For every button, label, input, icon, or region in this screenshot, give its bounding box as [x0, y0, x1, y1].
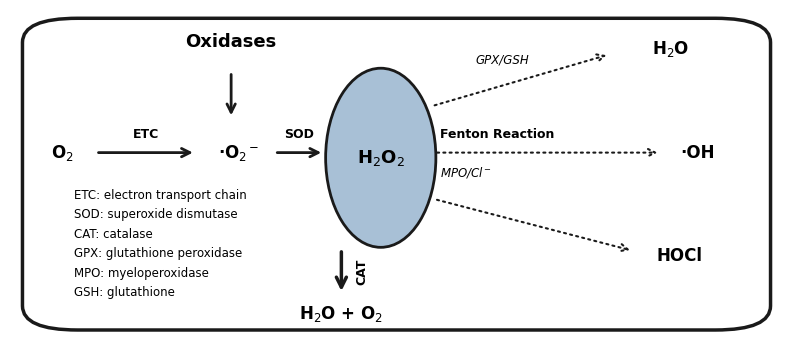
- Text: CAT: CAT: [355, 258, 369, 285]
- Ellipse shape: [326, 68, 436, 247]
- Text: H$_2$O: H$_2$O: [653, 39, 690, 59]
- Text: SOD: SOD: [284, 128, 314, 141]
- Text: Fenton Reaction: Fenton Reaction: [440, 127, 554, 141]
- Text: ETC: ETC: [133, 128, 159, 141]
- Text: H$_2$O + O$_2$: H$_2$O + O$_2$: [299, 304, 384, 324]
- Text: ·O$_2$$^-$: ·O$_2$$^-$: [218, 142, 260, 163]
- Text: O$_2$: O$_2$: [51, 142, 73, 163]
- Text: HOCl: HOCl: [657, 247, 703, 265]
- Text: MPO/Cl$^-$: MPO/Cl$^-$: [440, 165, 492, 180]
- FancyBboxPatch shape: [22, 18, 771, 330]
- Text: Oxidases: Oxidases: [186, 33, 277, 51]
- Text: GPX/GSH: GPX/GSH: [476, 54, 530, 66]
- Text: ·OH: ·OH: [680, 144, 714, 162]
- Text: ETC: electron transport chain
SOD: superoxide dismutase
CAT: catalase
GPX: gluta: ETC: electron transport chain SOD: super…: [74, 189, 247, 299]
- Text: H$_2$O$_2$: H$_2$O$_2$: [357, 148, 404, 168]
